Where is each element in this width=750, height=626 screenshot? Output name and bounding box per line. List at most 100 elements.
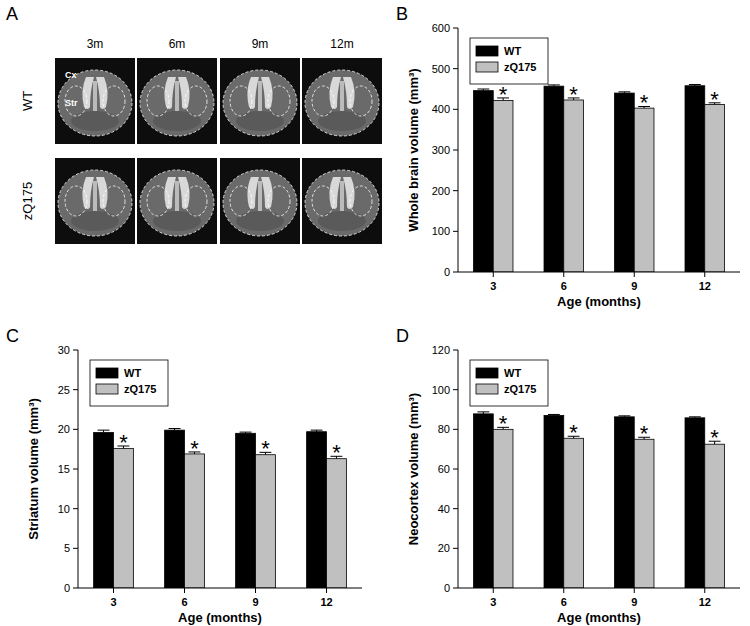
y-axis-label: Neocortex volume (mm³) — [406, 393, 421, 545]
brain-tissue — [305, 70, 379, 136]
x-tick-label: 6 — [561, 280, 567, 292]
brain-base — [71, 111, 119, 131]
ventricle — [343, 77, 355, 109]
x-tick-label: 12 — [699, 596, 711, 608]
legend-swatch — [96, 384, 118, 394]
brain-base — [318, 111, 366, 131]
striatum-outline — [268, 186, 290, 216]
cortex-outline — [140, 170, 214, 236]
error-cap — [689, 416, 701, 417]
mri-image — [137, 158, 217, 244]
error-bar — [477, 89, 489, 91]
y-tick — [453, 272, 458, 273]
x-tick — [493, 272, 494, 277]
y-tick — [73, 508, 78, 509]
striatum-outline — [65, 86, 87, 116]
ventricle — [247, 177, 259, 209]
ventricle — [164, 77, 176, 109]
legend: WTzQ175 — [90, 360, 168, 406]
error-cap — [689, 84, 701, 85]
error-cap — [240, 432, 252, 433]
midline — [175, 81, 179, 111]
mri-image — [137, 58, 217, 144]
significance-marker: * — [499, 82, 508, 107]
striatum-outline — [65, 186, 87, 216]
legend-box — [470, 360, 548, 406]
cortex-outline — [58, 170, 132, 236]
bar — [185, 454, 205, 588]
y-tick — [453, 28, 458, 29]
ventricle — [261, 177, 273, 209]
error-bar — [98, 430, 110, 432]
y-tick-label: 0 — [64, 582, 70, 594]
bar — [615, 417, 635, 588]
image-background — [55, 158, 135, 244]
bar-chart: B****010020030040050060036912Age (months… — [396, 4, 740, 309]
y-tick — [73, 389, 78, 390]
bar — [615, 93, 635, 272]
y-tick — [73, 548, 78, 549]
legend-swatch — [476, 62, 498, 72]
ventricle — [247, 77, 259, 109]
y-tick — [453, 429, 458, 430]
brain-base — [236, 211, 284, 231]
x-axis-label: Age (months) — [557, 610, 641, 625]
bar — [474, 414, 494, 588]
bar — [236, 433, 256, 588]
error-cap — [618, 415, 630, 416]
mri-image — [55, 58, 135, 144]
y-tick — [453, 508, 458, 509]
y-tick — [453, 548, 458, 549]
legend-label: WT — [504, 367, 521, 379]
midline — [93, 81, 97, 111]
brain-tissue — [223, 170, 297, 236]
panel-label: B — [396, 4, 408, 24]
striatum-outline — [230, 186, 252, 216]
y-axis-label: Whole brain volume (mm³) — [406, 68, 421, 231]
bar — [634, 439, 654, 588]
column-label: 6m — [169, 37, 186, 51]
y-tick — [453, 190, 458, 191]
x-tick-label: 9 — [631, 280, 637, 292]
midline — [93, 181, 97, 211]
x-tick-label: 9 — [631, 596, 637, 608]
striatum-outline — [185, 86, 207, 116]
midline — [340, 181, 344, 211]
x-tick — [493, 588, 494, 593]
ventricle — [178, 77, 190, 109]
bar — [165, 430, 185, 588]
striatum-outline — [230, 86, 252, 116]
x-tick-label: 12 — [320, 596, 332, 608]
image-background — [55, 58, 135, 144]
error-bar — [169, 429, 181, 431]
error-cap — [477, 411, 489, 412]
error-cap — [477, 89, 489, 90]
y-tick-label: 80 — [438, 423, 450, 435]
x-tick — [704, 272, 705, 277]
ventricle — [329, 177, 341, 209]
y-axis-label: Striatum volume (mm³) — [26, 398, 41, 540]
ventricle — [96, 77, 108, 109]
bar — [493, 100, 513, 272]
legend-swatch — [476, 46, 498, 56]
x-tick — [563, 272, 564, 277]
error-bar — [689, 416, 701, 418]
y-tick-label: 100 — [432, 225, 450, 237]
midline — [258, 181, 262, 211]
y-tick-label: 100 — [432, 384, 450, 396]
brain-tissue — [140, 70, 214, 136]
midline — [258, 81, 262, 111]
y-tick-label: 0 — [444, 266, 450, 278]
y-tick-label: 5 — [64, 542, 70, 554]
x-tick — [184, 588, 185, 593]
midline — [175, 181, 179, 211]
bar — [474, 91, 494, 272]
striatum-outline — [147, 186, 169, 216]
error-cap — [98, 430, 110, 431]
bar — [705, 444, 725, 588]
error-cap — [311, 430, 323, 431]
striatum-outline — [350, 186, 372, 216]
striatum-outline — [147, 86, 169, 116]
cortex-outline — [140, 70, 214, 136]
striatum-outline — [185, 186, 207, 216]
